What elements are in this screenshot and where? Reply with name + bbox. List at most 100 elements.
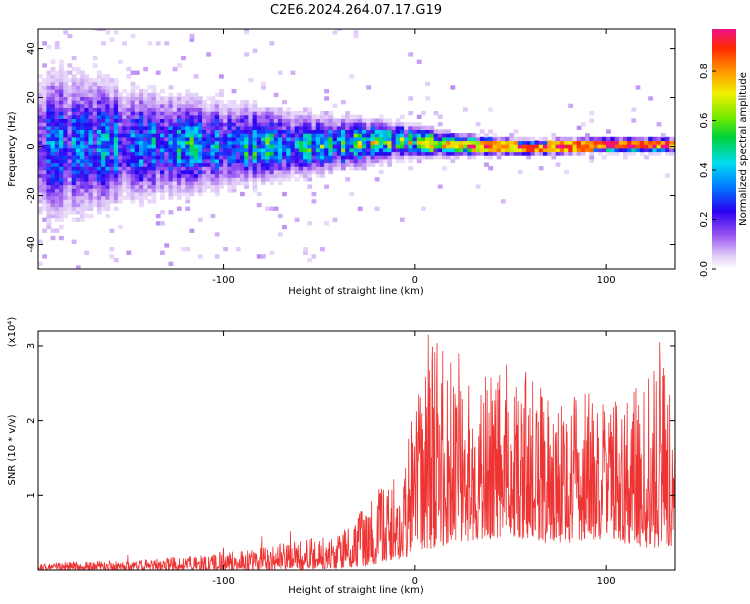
spectrogram-cell bbox=[399, 217, 405, 222]
spectrogram-cell bbox=[155, 158, 161, 164]
spectrogram-cell bbox=[244, 111, 249, 116]
spectrogram-cell bbox=[42, 107, 47, 112]
spectrogram-cell bbox=[227, 180, 233, 186]
spectrogram-cell bbox=[96, 147, 102, 153]
spectrogram-cell bbox=[181, 158, 186, 164]
spectrogram-cell bbox=[193, 133, 199, 138]
spectrogram-cell bbox=[277, 173, 283, 178]
spectrogram-cell bbox=[341, 166, 346, 171]
spectrogram-cell bbox=[580, 136, 586, 142]
spectrogram-cell bbox=[357, 114, 363, 119]
spectrogram-cell bbox=[484, 136, 489, 142]
spectrogram-cell bbox=[59, 144, 64, 149]
spectrogram-cell bbox=[235, 122, 241, 127]
spectrogram-cell bbox=[143, 107, 148, 112]
spectrogram-cell bbox=[59, 100, 64, 105]
spectrogram-cell bbox=[38, 100, 43, 105]
spectrogram-cell bbox=[96, 118, 102, 123]
spectrogram-cell bbox=[370, 125, 376, 130]
spectrogram-cell bbox=[122, 118, 127, 123]
spectrogram-cell bbox=[345, 133, 350, 138]
spectrogram-cell bbox=[223, 133, 228, 138]
spectrogram-cell bbox=[248, 133, 254, 138]
spectrogram-cell bbox=[193, 125, 199, 130]
spectrogram-cell bbox=[244, 107, 249, 112]
spectrogram-cell bbox=[50, 151, 56, 156]
spectrogram-cell bbox=[479, 147, 485, 153]
spectrogram-cell bbox=[324, 158, 329, 164]
spectrogram-cell bbox=[328, 111, 334, 116]
spectrogram-cell bbox=[46, 162, 52, 167]
spectrogram-cell bbox=[75, 67, 81, 72]
spectrogram-cell bbox=[172, 144, 178, 149]
spectrogram-cell bbox=[277, 162, 283, 167]
spectrogram-cell bbox=[446, 140, 451, 145]
spectrogram-cell bbox=[261, 173, 266, 178]
spectrogram-cell bbox=[46, 107, 52, 112]
spectrogram-cell bbox=[458, 133, 464, 138]
spectrogram-cell bbox=[206, 151, 212, 156]
spectrogram-cell bbox=[421, 140, 426, 145]
spectrogram-cell bbox=[109, 191, 115, 197]
spectrogram-cell bbox=[277, 133, 283, 138]
spectrogram-cell bbox=[193, 151, 199, 156]
spectrogram-cell bbox=[147, 173, 153, 178]
spectrogram-cell bbox=[96, 202, 102, 208]
spectrogram-cell bbox=[92, 188, 98, 193]
spectrogram-cell bbox=[231, 103, 237, 108]
spectrogram-cell bbox=[433, 144, 439, 149]
spectrogram-cell bbox=[88, 180, 94, 186]
spectrogram-cell bbox=[412, 151, 418, 156]
spectrogram-cell bbox=[38, 85, 43, 90]
spectrogram-cell bbox=[164, 96, 170, 101]
spectrogram-cell bbox=[50, 125, 56, 130]
spectrogram-cell bbox=[63, 191, 69, 197]
spectrogram-cell bbox=[294, 217, 300, 222]
spectrogram-cell bbox=[635, 140, 641, 145]
spectrogram-cell bbox=[286, 111, 292, 116]
y-tick-label: -40 bbox=[26, 236, 37, 252]
spectrogram-cell bbox=[126, 67, 132, 72]
spectrogram-cell bbox=[54, 199, 60, 204]
spectrogram-cell bbox=[38, 125, 43, 130]
spectrogram-cell bbox=[113, 151, 119, 156]
spectrogram-cell bbox=[42, 114, 47, 119]
spectrogram-cell bbox=[168, 125, 174, 130]
spectrogram-cell bbox=[324, 89, 329, 94]
spectrogram-cell bbox=[543, 136, 548, 142]
spectrogram-cell bbox=[214, 136, 220, 142]
spectrogram-cell bbox=[88, 184, 94, 189]
spectrogram-cell bbox=[139, 136, 144, 142]
spectrogram-cell bbox=[488, 136, 494, 142]
spectrogram-cell bbox=[139, 151, 144, 156]
spectrogram-cell bbox=[286, 136, 292, 142]
spectrogram-cell bbox=[273, 92, 279, 97]
spectrogram-cell bbox=[219, 136, 224, 142]
spectrogram-cell bbox=[67, 70, 73, 75]
spectrogram-cell bbox=[46, 151, 52, 156]
spectrogram-cell bbox=[42, 202, 47, 208]
spectrogram-cell bbox=[42, 41, 47, 46]
spectrogram-cell bbox=[168, 122, 174, 127]
spectrogram-cell bbox=[176, 158, 182, 164]
spectrogram-cell bbox=[151, 133, 157, 138]
spectrogram-cell bbox=[345, 177, 350, 182]
spectrogram-cell bbox=[214, 129, 220, 134]
spectrogram-cell bbox=[286, 125, 292, 130]
spectrogram-cell bbox=[277, 70, 283, 75]
spectrogram-cell bbox=[155, 107, 161, 112]
spectrogram-cell bbox=[252, 136, 258, 142]
spectrogram-cell bbox=[67, 173, 73, 178]
spectrogram-cell bbox=[484, 133, 489, 138]
spectrogram-cell bbox=[151, 191, 157, 197]
spectrogram-cell bbox=[42, 78, 47, 83]
spectrogram-cell bbox=[235, 136, 241, 142]
snr-xlabel: Height of straight line (km) bbox=[288, 585, 424, 596]
spectrogram-cell bbox=[202, 155, 207, 160]
spectrogram-cell bbox=[231, 173, 237, 178]
spectrogram-cell bbox=[143, 144, 148, 149]
spectrogram-cell bbox=[197, 96, 203, 101]
spectrogram-cell bbox=[509, 133, 515, 138]
spectrogram-cell bbox=[425, 133, 430, 138]
spectrogram-cell bbox=[421, 136, 426, 142]
